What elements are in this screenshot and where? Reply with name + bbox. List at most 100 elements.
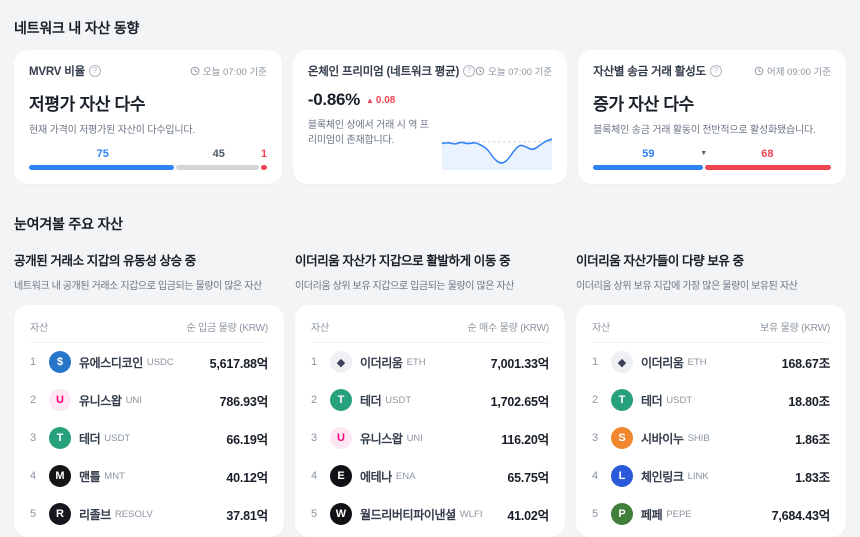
- asset-rank: 4: [592, 470, 599, 482]
- mvrv-title: 저평가 자산 다수: [29, 95, 146, 114]
- asset-name: 에테나: [360, 469, 392, 484]
- asset-rank: 2: [311, 394, 318, 406]
- asset-name: 시바이누: [641, 431, 684, 446]
- asset-table-body: 1 ◆ 이더리움 ETH 7,001.33억 2 T 테더 USDT 1,702.65억 3 U 유니스…: [311, 343, 549, 533]
- asset-table-body: 1 $ 유에스디코인 USDC 5,617.88억 2 U 유니스왑 UNI 786.93억 3 T 테…: [30, 343, 268, 533]
- asset-value: 7,001.33억: [490, 356, 550, 371]
- activity-title: 증가 자산 다수: [593, 95, 694, 114]
- premium-value-row: -0.86% ▲ 0.08: [308, 90, 552, 110]
- asset-table-card: 자산 순 매수 물량 (KRW) 1 ◆ 이더리움 ETH 7,001.33억 2 T 테더 U…: [295, 305, 565, 537]
- asset-value: 1,702.65억: [490, 394, 550, 409]
- card-header: 온체인 프리미엄 (네트워크 평균) ? 오늘 07:00 기준: [308, 63, 552, 79]
- column-subtitle: 네트워크 내 공개된 거래소 지갑으로 입금되는 물량이 많은 자산: [14, 281, 262, 292]
- activity-timestamp: 어제 09:00 기준: [754, 64, 831, 78]
- asset-ticker: SHIB: [687, 432, 710, 444]
- network-trends-section: 네트워크 내 자산 동향 MVRV 비율 ? 오늘 07:00 기준 저평가 자…: [14, 18, 847, 184]
- network-trends-heading: 네트워크 내 자산 동향: [14, 20, 140, 36]
- clock-icon: [754, 66, 764, 76]
- mvrv-timestamp: 오늘 07:00 기준: [190, 64, 267, 78]
- asset-row[interactable]: 2 T 테더 USDT 1,702.65억: [311, 381, 549, 419]
- value-column-header: 순 입금 물량 (KRW): [186, 323, 268, 334]
- asset-row[interactable]: 3 S 시바이누 SHIB 1.86조: [592, 419, 830, 457]
- asset-rank: 5: [311, 508, 318, 520]
- asset-value: 7,684.43억: [771, 508, 831, 523]
- asset-row[interactable]: 5 W 월드리버티파이낸셜 WLFI 41.02억: [311, 495, 549, 533]
- mantle-icon: M: [49, 465, 71, 487]
- asset-row[interactable]: 3 T 테더 USDT 66.19억: [30, 419, 268, 457]
- bar-segment: [176, 165, 260, 170]
- asset-value: 37.81억: [226, 508, 268, 523]
- asset-ticker: ENA: [395, 470, 416, 482]
- premium-card-label: 온체인 프리미엄 (네트워크 평균): [307, 66, 460, 78]
- timestamp-text: 오늘 07:00 기준: [488, 67, 553, 78]
- exchange-liquidity-column: 공개된 거래소 지갑의 유동성 상승 중 네트워크 내 공개된 거래소 지갑으로…: [14, 250, 284, 537]
- help-icon[interactable]: ?: [88, 65, 101, 77]
- asset-rank: 5: [592, 508, 599, 520]
- asset-rank: 3: [311, 432, 318, 444]
- transfer-activity-card[interactable]: 자산별 송금 거래 활성도 ? 어제 09:00 기준 증가 자산 다수 블록체…: [578, 50, 847, 184]
- asset-row[interactable]: 2 T 테더 USDT 18.80조: [592, 381, 830, 419]
- asset-table-card: 자산 보유 물량 (KRW) 1 ◆ 이더리움 ETH 168.67조 2 T 테더 USDT 1…: [576, 305, 846, 537]
- asset-name: 테더: [360, 393, 382, 408]
- asset-row[interactable]: 2 U 유니스왑 UNI 786.93억: [30, 381, 268, 419]
- asset-rank: 5: [30, 508, 37, 520]
- asset-rank: 2: [30, 394, 37, 406]
- card-header: MVRV 비율 ? 오늘 07:00 기준: [29, 63, 267, 79]
- asset-name: 이더리움: [641, 355, 684, 370]
- asset-rank: 4: [311, 470, 318, 482]
- clock-icon: [190, 66, 200, 76]
- asset-row[interactable]: 1 ◆ 이더리움 ETH 7,001.33억: [311, 343, 549, 381]
- featured-assets-heading: 눈여겨볼 주요 자산: [14, 216, 123, 232]
- asset-row[interactable]: 3 U 유니스왑 UNI 116.20억: [311, 419, 549, 457]
- asset-ticker: USDC: [146, 356, 174, 368]
- bar-value: 1: [260, 148, 268, 160]
- premium-body: 블록체인 상에서 거래 시 역 프리미엄이 존재합니다.: [308, 110, 553, 170]
- asset-ticker: RESOLV: [114, 508, 153, 520]
- column-subtitle: 이더리움 상위 보유 지갑에 가장 많은 물량이 보유된 자산: [576, 281, 798, 292]
- bar-divider-marker: ▼: [700, 150, 708, 157]
- asset-row[interactable]: 1 ◆ 이더리움 ETH 168.67조: [592, 343, 830, 381]
- activity-description: 블록체인 송금 거래 활동이 전반적으로 활성화됐습니다.: [593, 125, 816, 136]
- asset-name: 테더: [79, 431, 101, 446]
- column-title: 공개된 거래소 지갑의 유동성 상승 중: [14, 254, 196, 268]
- up-arrow-icon: ▲: [365, 95, 374, 105]
- asset-ticker: UNI: [125, 394, 142, 406]
- asset-row[interactable]: 5 P 페페 PEPE 7,684.43억: [592, 495, 830, 533]
- timestamp-text: 어제 09:00 기준: [767, 67, 832, 78]
- clock-icon: [475, 66, 485, 76]
- asset-row[interactable]: 4 L 체인링크 LINK 1.83조: [592, 457, 830, 495]
- usdc-icon: $: [49, 351, 71, 373]
- wlfi-icon: W: [330, 503, 352, 525]
- asset-row[interactable]: 1 $ 유에스디코인 USDC 5,617.88억: [30, 343, 268, 381]
- table-header: 자산 순 매수 물량 (KRW): [311, 311, 549, 343]
- bar-segment: [261, 165, 267, 170]
- bar-segment: [29, 165, 175, 170]
- asset-ticker: UNI: [406, 432, 423, 444]
- asset-value: 5,617.88억: [209, 356, 269, 371]
- asset-name: 페페: [641, 507, 663, 522]
- bar-value: 75: [96, 148, 109, 160]
- mvrv-card[interactable]: MVRV 비율 ? 오늘 07:00 기준 저평가 자산 다수 현재 가격이 저…: [14, 50, 282, 184]
- asset-value: 786.93억: [219, 394, 269, 409]
- activity-card-label: 자산별 송금 거래 활성도: [593, 66, 706, 78]
- asset-name: 체인링크: [641, 469, 684, 484]
- asset-name: 유니스왑: [360, 431, 403, 446]
- asset-columns: 공개된 거래소 지갑의 유동성 상승 중 네트워크 내 공개된 거래소 지갑으로…: [14, 250, 846, 537]
- asset-row[interactable]: 5 R 리졸브 RESOLV 37.81억: [30, 495, 268, 533]
- asset-value: 168.67조: [781, 356, 831, 371]
- asset-rank: 3: [592, 432, 599, 444]
- value-column-header: 보유 물량 (KRW): [760, 323, 830, 334]
- asset-name: 리졸브: [79, 507, 111, 522]
- mvrv-card-label: MVRV 비율: [29, 66, 85, 78]
- bar-segment: [704, 165, 832, 170]
- ethereum-icon: ◆: [611, 351, 633, 373]
- change-badge: ▲ 0.08: [366, 95, 395, 106]
- help-icon[interactable]: ?: [463, 65, 476, 77]
- asset-row[interactable]: 4 M 맨틀 MNT 40.12억: [30, 457, 268, 495]
- asset-row[interactable]: 4 E 에테나 ENA 65.75억: [311, 457, 549, 495]
- activity-distribution-bar: 59 68 ▼: [593, 136, 832, 170]
- asset-ticker: USDT: [385, 394, 412, 406]
- onchain-premium-card[interactable]: 온체인 프리미엄 (네트워크 평균) ? 오늘 07:00 기준 -0.86% …: [292, 50, 568, 184]
- help-icon[interactable]: ?: [709, 65, 722, 77]
